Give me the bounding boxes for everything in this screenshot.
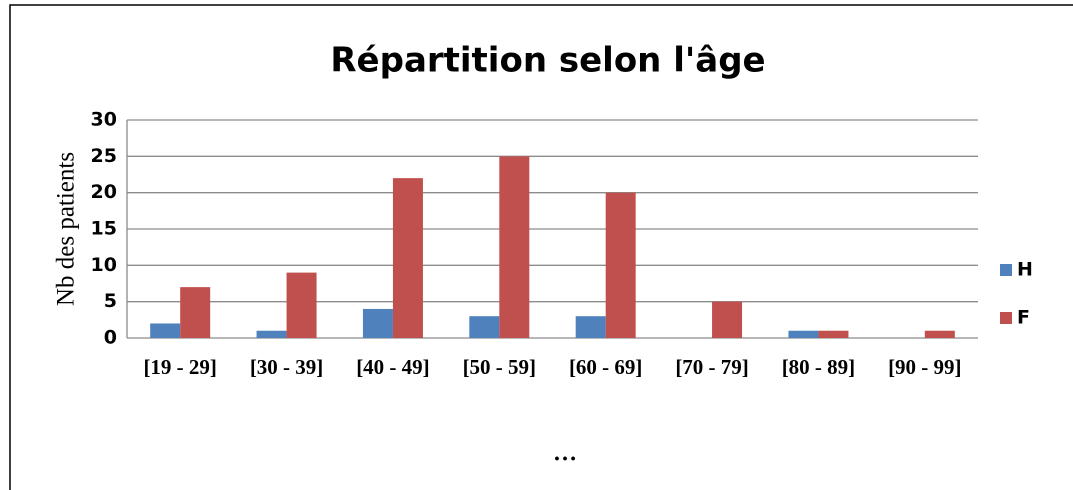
annotation: …	[553, 441, 577, 467]
bar	[256, 330, 287, 338]
frame	[9, 4, 1073, 490]
y-tick-label: 25	[91, 145, 117, 167]
y-tick-label: 5	[104, 290, 117, 312]
y-tick-label: 0	[104, 327, 117, 349]
y-axis-label: Nb des patients	[53, 152, 80, 306]
bar	[286, 272, 317, 338]
bar	[150, 323, 181, 338]
bar	[712, 301, 743, 338]
legend-swatch	[1000, 264, 1012, 276]
bar	[362, 308, 393, 338]
x-tick-label: [19 - 29]	[143, 355, 216, 379]
y-tick-label: 10	[91, 254, 117, 276]
x-tick-label: [70 - 79]	[675, 355, 748, 379]
x-tick-label: [40 - 49]	[356, 355, 429, 379]
bar	[499, 156, 530, 338]
y-tick-label: 15	[91, 218, 117, 240]
bar	[924, 330, 955, 338]
x-tick-label: [50 - 59]	[463, 355, 536, 379]
legend-swatch	[1000, 312, 1012, 324]
bar	[392, 178, 423, 338]
legend-label: H	[1017, 259, 1033, 281]
bar	[788, 330, 819, 338]
x-tick-label: [90 - 99]	[888, 355, 961, 379]
bar	[180, 287, 211, 338]
chart-title: Répartition selon l'âge	[330, 41, 765, 81]
bar	[818, 330, 849, 338]
x-tick-label: [30 - 39]	[250, 355, 323, 379]
x-tick-label: [60 - 69]	[569, 355, 642, 379]
bar	[575, 316, 606, 338]
y-tick-label: 30	[91, 109, 117, 131]
x-tick-label: [80 - 89]	[782, 355, 855, 379]
legend-label: F	[1017, 307, 1030, 329]
bar	[469, 316, 500, 338]
y-tick-label: 20	[91, 181, 117, 203]
bar	[605, 192, 636, 338]
